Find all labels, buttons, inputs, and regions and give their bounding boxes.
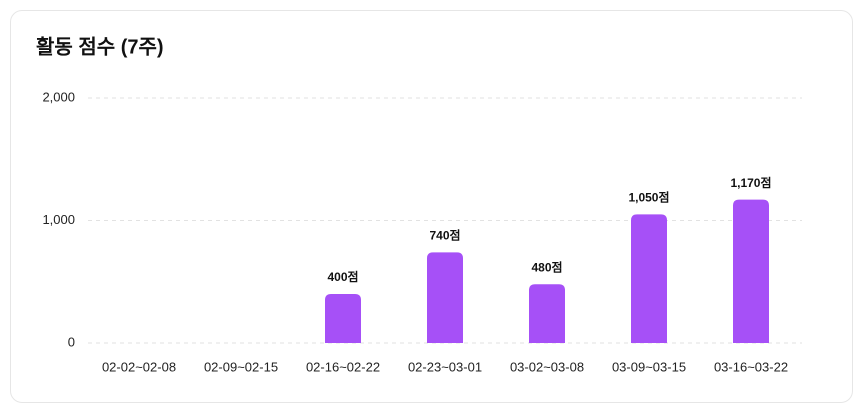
x-tick-label: 03-02~03-08 <box>510 359 584 374</box>
x-tick-label: 02-09~02-15 <box>204 359 278 374</box>
y-tick-label: 1,000 <box>42 212 75 227</box>
value-label: 1,170점 <box>730 175 771 190</box>
value-label: 1,050점 <box>628 190 669 205</box>
bar <box>529 284 565 343</box>
y-tick-label: 0 <box>68 334 75 349</box>
bar <box>325 294 361 343</box>
x-tick-label: 02-23~03-01 <box>408 359 482 374</box>
x-tick-label: 02-02~02-08 <box>102 359 176 374</box>
x-tick-label: 02-16~02-22 <box>306 359 380 374</box>
chart-title: 활동 점수 (7주) <box>36 35 164 58</box>
bar <box>631 214 667 343</box>
value-label: 400점 <box>327 269 358 284</box>
value-label: 740점 <box>429 228 460 243</box>
bar <box>427 252 463 343</box>
y-tick-label: 2,000 <box>42 89 75 104</box>
value-label: 480점 <box>531 259 562 274</box>
bar <box>733 199 769 343</box>
x-tick-label: 03-16~03-22 <box>714 359 788 374</box>
x-tick-label: 03-09~03-15 <box>612 359 686 374</box>
